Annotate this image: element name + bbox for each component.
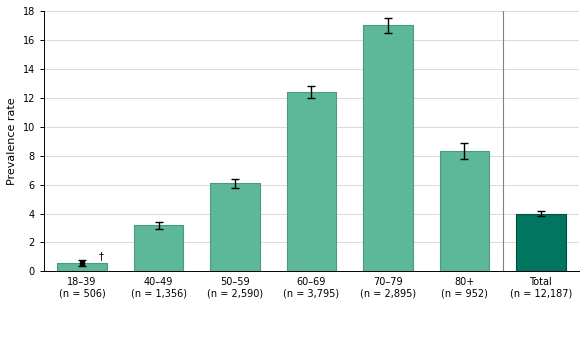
Bar [134, 225, 183, 271]
Bar [57, 263, 107, 271]
Bar [363, 25, 413, 271]
Bar [210, 183, 260, 271]
Text: †: † [99, 251, 104, 261]
Bar [287, 92, 336, 271]
Y-axis label: Prevalence rate: Prevalence rate [7, 97, 17, 185]
Bar [440, 151, 489, 271]
Bar [516, 214, 565, 271]
